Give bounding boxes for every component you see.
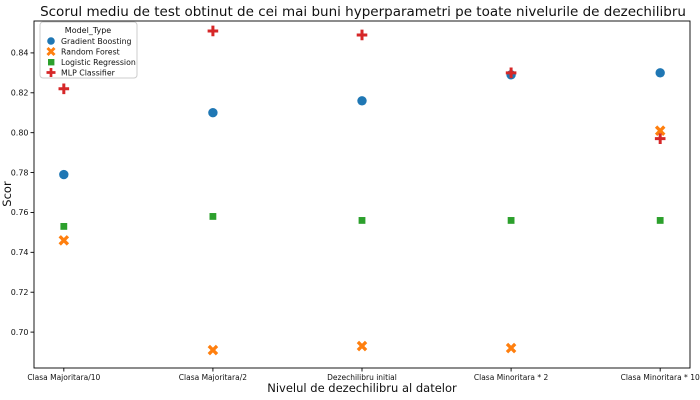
x-tick-label: Dezechilibru initial: [327, 373, 397, 382]
square-marker-icon: [60, 223, 68, 230]
y-axis-ticks: 0.70 0.72 0.74 0.76 0.78 0.80 0.82 0.84: [11, 49, 34, 337]
plus-marker-icon: [356, 29, 368, 41]
legend-label: Random Forest: [61, 48, 120, 57]
legend-label: Logistic Regression: [61, 58, 136, 67]
y-tick-label: 0.80: [11, 128, 29, 137]
square-marker-icon: [507, 217, 515, 224]
y-tick-label: 0.72: [11, 288, 29, 297]
y-tick-label: 0.82: [11, 89, 29, 98]
square-marker-icon: [656, 217, 664, 224]
plus-marker-icon: [505, 67, 517, 79]
circle-marker-icon: [655, 68, 665, 78]
legend-label: Gradient Boosting: [61, 37, 132, 46]
square-marker-icon: [209, 213, 217, 220]
x-marker-icon: [46, 46, 56, 57]
circle-marker-icon: [357, 96, 367, 106]
x-marker-icon: [654, 125, 666, 136]
x-tick-label: Clasa Minoritara * 10: [621, 373, 700, 382]
legend-entry-logistic-regression: Logistic Regression: [48, 58, 136, 67]
legend: Model_Type Gradient Boosting Random Fore…: [39, 21, 138, 79]
legend-entry-random-forest: Random Forest: [46, 46, 120, 57]
x-axis-label: Nivelul de dezechilibru al datelor: [267, 381, 457, 395]
plus-marker-icon: [46, 68, 56, 77]
legend-frame: [39, 21, 138, 79]
y-axis-label: Scor: [0, 181, 14, 207]
plus-marker-icon: [654, 133, 666, 144]
x-marker-icon: [505, 342, 517, 354]
legend-title: Model_Type: [65, 26, 111, 35]
square-marker-icon: [358, 217, 366, 224]
legend-label: MLP Classifier: [61, 69, 116, 78]
circle-marker-icon: [59, 169, 69, 180]
x-tick-label: Clasa Majoritara/2: [179, 373, 247, 382]
y-tick-label: 0.70: [11, 328, 29, 337]
legend-entry-mlp-classifier: MLP Classifier: [46, 68, 116, 78]
data-points: [58, 25, 666, 356]
y-tick-label: 0.74: [11, 248, 29, 257]
legend-entry-gradient-boosting: Gradient Boosting: [47, 37, 132, 46]
x-tick-label: Clasa Majoritara/10: [27, 373, 100, 382]
x-axis-ticks: Clasa Majoritara/10 Clasa Majoritara/2 Dez…: [27, 368, 700, 382]
square-marker-icon: [48, 59, 55, 66]
chart-title: Scorul mediu de test obtinut de cei mai …: [40, 4, 686, 20]
y-tick-label: 0.76: [11, 208, 29, 217]
x-marker-icon: [58, 235, 70, 246]
plus-marker-icon: [58, 83, 70, 95]
x-marker-icon: [356, 340, 368, 352]
x-marker-icon: [207, 344, 219, 356]
plus-marker-icon: [207, 25, 219, 37]
y-tick-label: 0.78: [11, 168, 29, 177]
y-tick-label: 0.84: [11, 49, 29, 58]
circle-marker-icon: [208, 108, 218, 118]
circle-marker-icon: [47, 37, 55, 45]
x-tick-label: Clasa Minoritara * 2: [474, 373, 549, 382]
